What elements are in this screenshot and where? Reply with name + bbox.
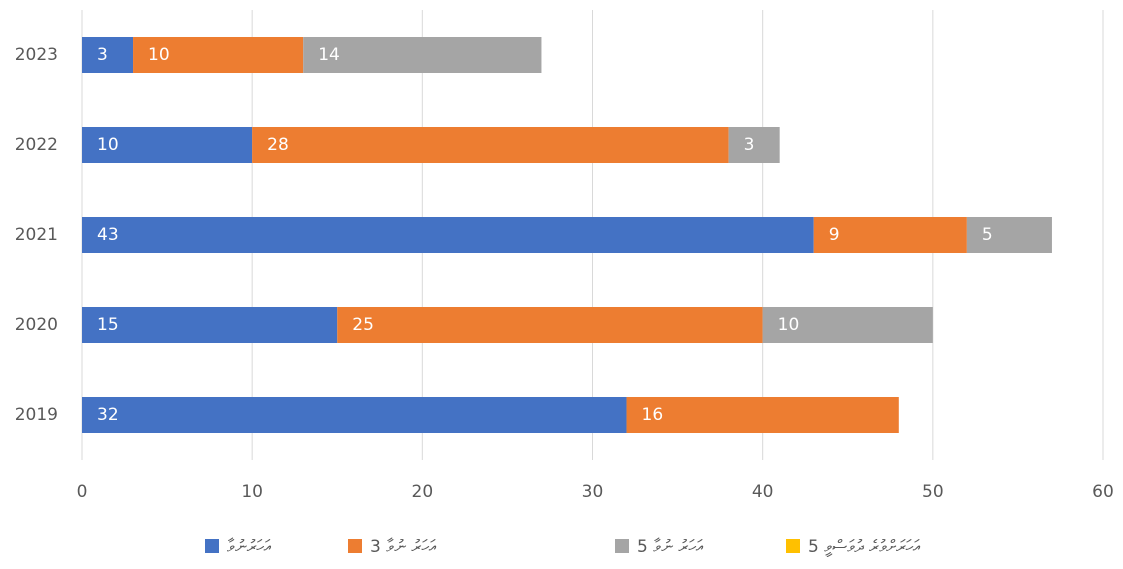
legend-swatch [205,539,219,553]
data-label: 10 [778,315,800,335]
legend-label: 3 އަހަރު ނުވާ [370,537,437,557]
y-tick-label: 2020 [15,315,58,335]
data-label: 28 [267,135,289,155]
data-label: 32 [97,405,119,425]
bar [966,217,1052,253]
legend-label: އަހަރުނުވާ [227,537,272,557]
x-tick-label: 30 [582,482,604,502]
x-tick-label: 60 [1092,482,1114,502]
x-tick-label: 20 [412,482,434,502]
bar [82,217,814,253]
bar [133,37,304,73]
bar [82,397,627,433]
data-label: 14 [318,45,340,65]
y-tick-label: 2023 [15,45,58,65]
bar [728,127,780,163]
y-tick-label: 2019 [15,405,58,425]
x-tick-label: 40 [752,482,774,502]
data-label: 3 [97,45,108,65]
legend-swatch [786,539,800,553]
legend-swatch [348,539,362,553]
bar [762,307,933,343]
data-label: 10 [97,135,119,155]
bar [813,217,967,253]
legend-label: 5 އަހަރަށްވުރެ ދުވަސްވީ [808,537,921,557]
data-label: 43 [97,225,119,245]
y-tick-label: 2022 [15,135,58,155]
data-label: 25 [352,315,374,335]
bar [82,307,338,343]
legend-label: 5 އަހަރު ނުވާ [637,537,704,557]
data-label: 5 [982,225,993,245]
x-tick-label: 0 [77,482,88,502]
x-tick-label: 10 [241,482,263,502]
bar [82,127,253,163]
bar [82,37,134,73]
data-label: 16 [642,405,664,425]
legend-swatch [615,539,629,553]
bar [303,37,542,73]
y-tick-label: 2021 [15,225,58,245]
data-label: 3 [744,135,755,155]
data-label: 10 [148,45,170,65]
data-label: 9 [829,225,840,245]
bar [337,307,763,343]
bar [626,397,899,433]
data-label: 15 [97,315,119,335]
bar [252,127,729,163]
x-tick-label: 50 [922,482,944,502]
